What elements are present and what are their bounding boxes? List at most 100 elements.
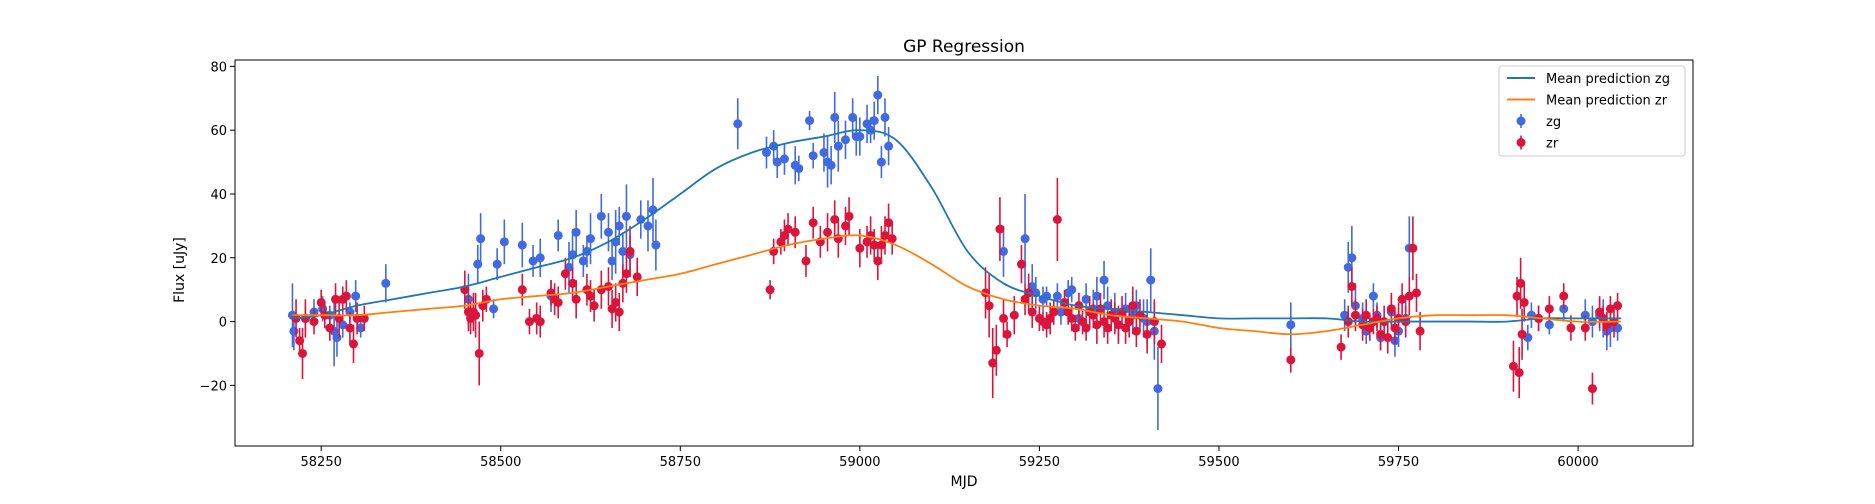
zg-point [651,240,661,250]
zr-point [1613,301,1623,311]
y-tick-label: 20 [210,252,227,267]
zr-point [1113,320,1123,330]
zg-point [603,227,613,237]
zg-point [289,326,299,336]
zr-point [840,221,850,231]
zg-point [571,227,581,237]
zr-point [474,348,484,358]
zr-point [1544,304,1554,314]
zg-point [1544,320,1554,330]
zg-point [636,215,646,225]
zg-point [761,148,771,158]
zg-point [332,333,342,343]
zr-point [1049,307,1059,317]
zr-point [869,240,879,250]
zr-point [325,323,335,333]
zr-point [995,224,1005,234]
zr-point [1390,323,1400,333]
zr-point [783,224,793,234]
zr-point [1517,329,1527,339]
zg-point [1153,384,1163,394]
zg-point [1092,291,1102,301]
zr-point [1347,281,1357,291]
zg-point [381,278,391,288]
zg-point [1056,307,1066,317]
mean-prediction-zr-line [292,234,1622,336]
zr-point [1131,326,1141,336]
zr-point [300,313,310,323]
zg-point [876,157,886,167]
zr-point [1350,310,1360,320]
zg-point [356,323,366,333]
x-tick-label: 59250 [1019,455,1060,470]
zr-point [1519,297,1529,307]
zr-point [844,211,854,221]
zr-point [808,218,818,228]
zg-point [772,157,782,167]
zr-point [316,297,326,307]
zr-point [359,313,369,323]
zg-point [607,256,617,266]
zr-point [341,291,351,301]
legend-label-zg: zg [1546,115,1561,130]
zr-point [471,310,481,320]
legend-swatch-zr [1516,138,1526,147]
zg-point [1368,291,1378,301]
zr-point [988,358,998,368]
zg-point [1081,294,1091,304]
zr-point [1408,243,1418,253]
zr-point [614,307,624,317]
zg-point [1146,275,1156,285]
zg-point [873,90,883,100]
plot-area [287,75,1623,431]
zg-point [733,119,743,129]
zg-point [492,259,502,269]
zr-point [855,243,865,253]
zg-point [840,135,850,145]
x-tick-label: 58750 [660,455,701,470]
zr-point [611,297,621,307]
zg-point [1067,285,1077,295]
plot-frame [234,59,1694,447]
zr-point [1397,294,1407,304]
zg-point [794,163,804,173]
zr-point [1052,215,1062,225]
zr-point [349,339,359,349]
zg-point [596,211,606,221]
zr-point [884,218,894,228]
zr-point [991,345,1001,355]
zr-point [765,285,775,295]
zg-point [826,160,836,170]
mean-prediction-zg-line [292,129,1622,323]
zr-point [887,234,897,244]
zg-point [476,234,486,244]
zg-point [1347,253,1357,263]
zr-point [1067,313,1077,323]
zr-point [1009,310,1019,320]
zr-point [1559,291,1569,301]
zr-point [999,313,1009,323]
zr-point [873,256,883,266]
zg-point [833,141,843,151]
x-tick-label: 60000 [1557,455,1598,470]
zr-point [1605,304,1615,314]
zr-point [1336,342,1346,352]
zg-point [643,221,653,231]
zg-point [869,116,879,126]
zg-point [489,304,499,314]
axis-ticks: 58250 58500 58750 59000 59250 59500 59750 60000… [200,60,1599,470]
zr-point [553,297,563,307]
zg-point [553,230,563,240]
x-tick-label: 58500 [480,455,521,470]
zr-point [517,285,527,295]
zr-point [1386,304,1396,314]
legend-label-mean-prediction-zr: Mean prediction zr [1546,94,1668,109]
zr-point [1372,313,1382,323]
zg-point [517,240,527,250]
zr-point [1361,310,1371,320]
zr-point [1092,320,1102,330]
zr-point [1580,323,1590,333]
zr-point [984,301,994,311]
legend-box [1498,65,1686,157]
